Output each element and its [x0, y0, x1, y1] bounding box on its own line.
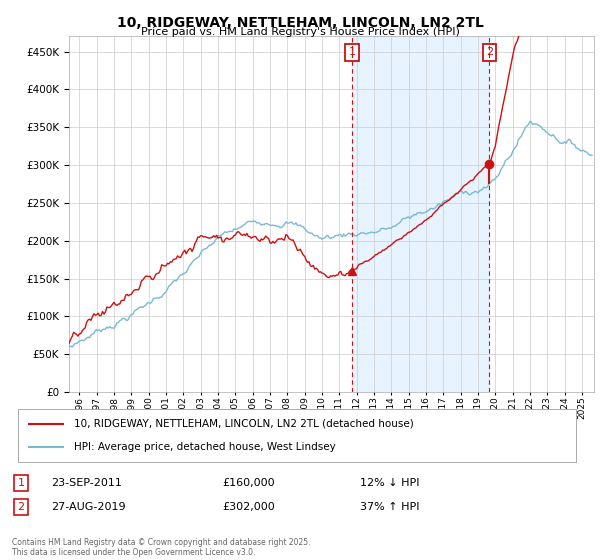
Text: £160,000: £160,000	[222, 478, 275, 488]
Text: 23-SEP-2011: 23-SEP-2011	[51, 478, 122, 488]
Text: 12% ↓ HPI: 12% ↓ HPI	[360, 478, 419, 488]
Text: 10, RIDGEWAY, NETTLEHAM, LINCOLN, LN2 2TL: 10, RIDGEWAY, NETTLEHAM, LINCOLN, LN2 2T…	[116, 16, 484, 30]
Text: HPI: Average price, detached house, West Lindsey: HPI: Average price, detached house, West…	[74, 442, 335, 452]
Text: £302,000: £302,000	[222, 502, 275, 512]
Text: 2: 2	[486, 48, 493, 58]
Text: 37% ↑ HPI: 37% ↑ HPI	[360, 502, 419, 512]
Text: 1: 1	[17, 478, 25, 488]
Text: 1: 1	[349, 48, 355, 58]
Text: Contains HM Land Registry data © Crown copyright and database right 2025.
This d: Contains HM Land Registry data © Crown c…	[12, 538, 311, 557]
Text: 27-AUG-2019: 27-AUG-2019	[51, 502, 125, 512]
Text: Price paid vs. HM Land Registry's House Price Index (HPI): Price paid vs. HM Land Registry's House …	[140, 27, 460, 37]
Text: 2: 2	[17, 502, 25, 512]
Bar	[352, 36, 490, 392]
Text: 10, RIDGEWAY, NETTLEHAM, LINCOLN, LN2 2TL (detached house): 10, RIDGEWAY, NETTLEHAM, LINCOLN, LN2 2T…	[74, 419, 413, 429]
